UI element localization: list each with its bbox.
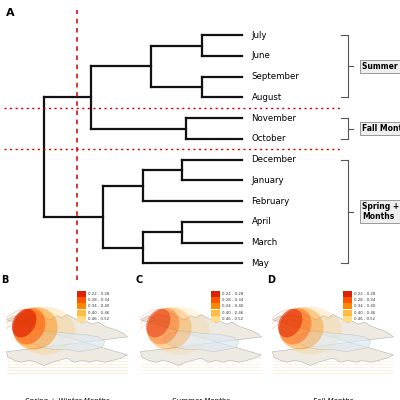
Text: D: D bbox=[268, 275, 276, 285]
Bar bbox=[343, 291, 352, 296]
Text: 0.40 - 0.46: 0.40 - 0.46 bbox=[88, 311, 110, 315]
Ellipse shape bbox=[147, 308, 180, 344]
Text: 0.28 - 0.34: 0.28 - 0.34 bbox=[88, 298, 110, 302]
Ellipse shape bbox=[147, 307, 192, 350]
Text: July: July bbox=[252, 31, 267, 40]
Bar bbox=[77, 291, 86, 296]
Text: 0.34 - 0.40: 0.34 - 0.40 bbox=[88, 304, 110, 308]
Polygon shape bbox=[272, 312, 394, 366]
Text: March: March bbox=[252, 238, 278, 247]
Text: 0.22 - 0.28: 0.22 - 0.28 bbox=[354, 292, 376, 296]
Bar bbox=[343, 297, 352, 303]
Text: Spring + Winter
Months: Spring + Winter Months bbox=[362, 202, 400, 221]
Ellipse shape bbox=[278, 309, 302, 338]
Polygon shape bbox=[295, 330, 371, 352]
Polygon shape bbox=[163, 330, 239, 352]
Bar bbox=[343, 304, 352, 309]
Bar bbox=[77, 316, 86, 322]
Text: C: C bbox=[136, 275, 143, 285]
Bar bbox=[343, 310, 352, 316]
Text: August: August bbox=[252, 93, 282, 102]
Text: 0.46 - 0.52: 0.46 - 0.52 bbox=[88, 317, 110, 321]
Ellipse shape bbox=[147, 307, 210, 354]
Text: 0.34 - 0.40: 0.34 - 0.40 bbox=[222, 304, 244, 308]
Text: 0.46 - 0.52: 0.46 - 0.52 bbox=[354, 317, 376, 321]
Polygon shape bbox=[6, 312, 128, 366]
Text: May: May bbox=[252, 259, 269, 268]
Text: September: September bbox=[252, 72, 299, 81]
Ellipse shape bbox=[13, 308, 46, 344]
Bar bbox=[343, 316, 352, 322]
Ellipse shape bbox=[146, 309, 170, 338]
Bar bbox=[77, 297, 86, 303]
Text: November: November bbox=[252, 114, 296, 123]
Text: Fall Months: Fall Months bbox=[362, 124, 400, 133]
Text: February: February bbox=[252, 197, 290, 206]
Ellipse shape bbox=[279, 307, 342, 354]
Text: 0.34 - 0.40: 0.34 - 0.40 bbox=[354, 304, 376, 308]
Bar bbox=[77, 310, 86, 316]
Bar bbox=[211, 310, 220, 316]
Polygon shape bbox=[29, 330, 105, 352]
Text: October: October bbox=[252, 134, 286, 143]
Bar bbox=[211, 316, 220, 322]
Text: December: December bbox=[252, 155, 296, 164]
Bar bbox=[211, 304, 220, 309]
Text: 0.22 - 0.28: 0.22 - 0.28 bbox=[88, 292, 110, 296]
Text: Summer Months: Summer Months bbox=[172, 398, 230, 400]
Text: 0.40 - 0.46: 0.40 - 0.46 bbox=[222, 311, 244, 315]
Text: 0.46 - 0.52: 0.46 - 0.52 bbox=[222, 317, 244, 321]
Bar bbox=[211, 291, 220, 296]
Ellipse shape bbox=[13, 307, 58, 350]
Text: Fall Months: Fall Months bbox=[313, 398, 353, 400]
Polygon shape bbox=[140, 312, 262, 366]
Text: 0.28 - 0.34: 0.28 - 0.34 bbox=[354, 298, 376, 302]
Bar bbox=[211, 297, 220, 303]
Text: April: April bbox=[252, 217, 271, 226]
Text: 0.22 - 0.28: 0.22 - 0.28 bbox=[222, 292, 244, 296]
Text: January: January bbox=[252, 176, 284, 185]
Bar bbox=[77, 304, 86, 309]
Ellipse shape bbox=[12, 309, 36, 338]
Text: 0.28 - 0.34: 0.28 - 0.34 bbox=[222, 298, 244, 302]
Text: B: B bbox=[2, 275, 9, 285]
Ellipse shape bbox=[279, 307, 324, 350]
Text: June: June bbox=[252, 51, 270, 60]
Text: Summer Months: Summer Months bbox=[362, 62, 400, 71]
Ellipse shape bbox=[279, 308, 312, 344]
Text: Spring + Winter Months: Spring + Winter Months bbox=[25, 398, 109, 400]
Text: A: A bbox=[6, 8, 15, 18]
Ellipse shape bbox=[13, 307, 76, 354]
Text: 0.40 - 0.46: 0.40 - 0.46 bbox=[354, 311, 376, 315]
